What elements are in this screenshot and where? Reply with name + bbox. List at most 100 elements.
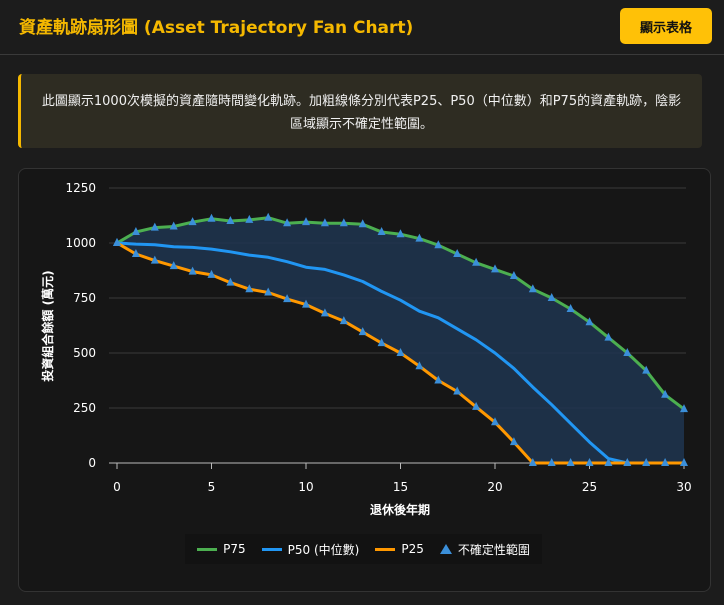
band-marker-lower: [434, 375, 443, 384]
legend-swatch-p75: [197, 547, 218, 551]
uncertainty-band: [117, 217, 684, 463]
band-marker-upper: [623, 348, 632, 356]
band-marker-lower: [245, 284, 254, 293]
info-note: 此圖顯示1000次模擬的資產隨時間變化軌跡。加粗線條分別代表P25、P50（中位…: [18, 74, 702, 148]
band-marker-upper: [207, 213, 216, 222]
band-marker-lower: [415, 361, 424, 370]
band-marker-lower: [207, 269, 216, 278]
band-marker-lower: [642, 458, 651, 466]
legend-item-band[interactable]: 不確定性範圍: [439, 541, 530, 558]
band-layer: [117, 217, 684, 463]
page-title: 資產軌跡扇形圖 (Asset Trajectory Fan Chart): [19, 18, 414, 38]
band-marker-lower: [113, 238, 121, 246]
y-tick-label: 750: [73, 291, 96, 305]
band-marker-upper: [358, 219, 367, 228]
legend-label-p50: P50 (中位數): [287, 542, 360, 557]
band-marker-upper: [434, 240, 443, 249]
band-marker-upper: [566, 304, 575, 312]
band-marker-lower: [472, 401, 481, 410]
band-marker-lower: [264, 287, 273, 296]
band-marker-upper: [188, 217, 197, 226]
band-marker-lower: [623, 458, 632, 466]
band-marker-lower: [377, 338, 386, 347]
band-marker-lower: [680, 458, 688, 466]
band-marker-upper: [226, 216, 235, 224]
y-axis-label: 投資組合餘額 (萬元): [40, 270, 55, 381]
x-tick-label: 15: [393, 480, 408, 494]
chart-legend: P75 P50 (中位數) P25 不確定性範圍: [185, 534, 542, 564]
legend-item-p25[interactable]: P25: [375, 542, 424, 556]
band-marker-upper: [528, 284, 537, 293]
band-marker-upper: [491, 264, 499, 273]
legend-swatch-p50: [261, 547, 282, 551]
y-tick-label: 0: [88, 456, 96, 470]
band-marker-upper: [642, 365, 651, 374]
band-marker-upper: [509, 271, 518, 279]
band-marker-lower: [396, 348, 405, 356]
legend-label-p75: P75: [223, 542, 246, 556]
band-marker-lower: [188, 266, 197, 275]
band-marker-upper: [472, 257, 481, 266]
band-marker-lower: [302, 299, 310, 308]
band-marker-lower: [358, 327, 367, 336]
band-marker-lower: [585, 458, 594, 466]
y-tick-label: 1250: [65, 181, 96, 195]
info-note-text: 此圖顯示1000次模擬的資產隨時間變化軌跡。加粗線條分別代表P25、P50（中位…: [41, 94, 682, 132]
x-tick-label: 25: [582, 480, 597, 494]
header: 資產軌跡扇形圖 (Asset Trajectory Fan Chart) 顯示表…: [0, 0, 724, 55]
band-marker-lower: [283, 294, 292, 303]
band-marker-lower: [491, 417, 499, 426]
band-marker-lower: [339, 316, 348, 325]
x-tick-label: 0: [113, 480, 121, 494]
triangle-marker-icon: [439, 544, 452, 554]
band-marker-upper: [680, 404, 688, 413]
band-marker-upper: [339, 218, 348, 227]
band-marker-upper: [283, 218, 292, 227]
band-marker-upper: [415, 233, 424, 242]
band-marker-lower: [169, 261, 178, 270]
band-marker-upper: [264, 212, 273, 221]
p50-line: [116, 241, 684, 465]
band-marker-lower: [320, 308, 329, 317]
band-marker-upper: [320, 218, 329, 227]
band-marker-lower: [131, 249, 140, 257]
band-marker-lower: [528, 458, 537, 466]
y-tick-label: 500: [73, 346, 96, 360]
band-marker-lower: [226, 277, 235, 286]
band-marker-upper: [302, 217, 310, 226]
band-marker-lower: [453, 386, 462, 395]
legend-item-p75[interactable]: P75: [197, 542, 246, 556]
x-tick-label: 5: [208, 480, 216, 494]
x-tick-label: 10: [298, 480, 313, 494]
x-tick-label: 20: [487, 480, 502, 494]
marker-layer: [113, 212, 688, 466]
band-marker-upper: [453, 249, 462, 257]
band-marker-lower: [547, 458, 556, 466]
band-marker-upper: [396, 229, 405, 238]
band-marker-lower: [661, 458, 670, 466]
band-marker-lower: [150, 255, 159, 264]
legend-swatch-p25: [375, 547, 396, 551]
band-marker-lower: [566, 458, 575, 466]
band-marker-lower: [509, 437, 518, 446]
y-tick-label: 250: [73, 401, 96, 415]
band-marker-upper: [604, 332, 613, 341]
band-marker-upper: [131, 227, 140, 235]
band-marker-upper: [377, 227, 386, 235]
legend-label-p25: P25: [401, 542, 424, 556]
band-marker-upper: [150, 222, 159, 231]
band-marker-upper: [661, 389, 670, 398]
x-axis-label: 退休後年期: [370, 502, 430, 517]
band-marker-upper: [245, 214, 254, 223]
band-marker-upper: [169, 221, 178, 230]
show-table-button[interactable]: 顯示表格: [620, 8, 712, 44]
band-marker-lower: [604, 458, 613, 466]
x-tick-label: 30: [676, 480, 691, 494]
legend-label-band: 不確定性範圍: [457, 542, 530, 557]
band-marker-upper: [547, 293, 556, 301]
axis-layer: 0 250 500 750 1000 1250 0 5 10 15 20 25 30: [65, 181, 691, 494]
band-marker-upper: [585, 317, 594, 326]
legend-item-p50[interactable]: P50 (中位數): [261, 541, 360, 558]
y-tick-label: 1000: [65, 236, 96, 250]
